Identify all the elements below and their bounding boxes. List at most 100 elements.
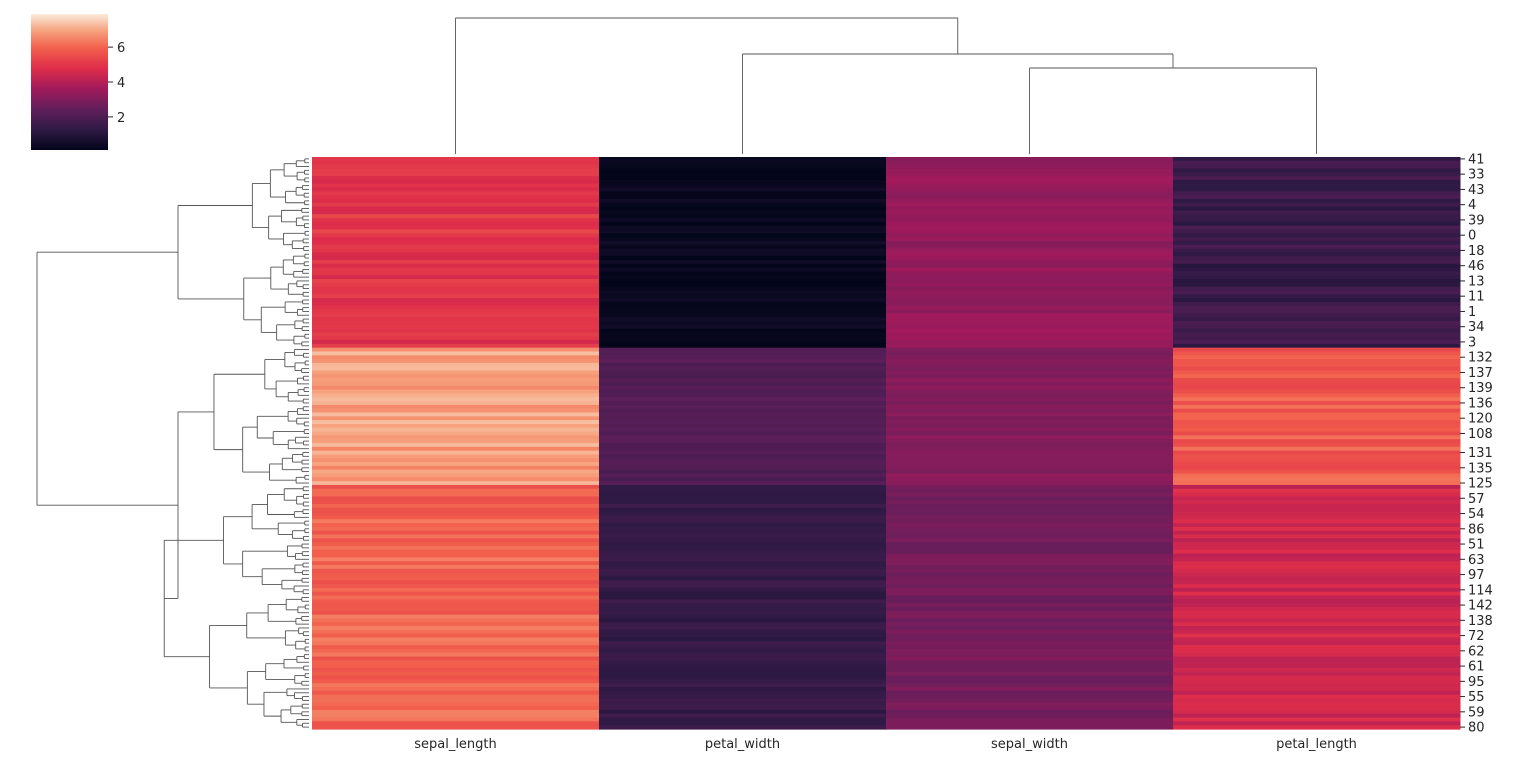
heatmap-cell (1173, 393, 1461, 398)
heatmap-cell (599, 423, 887, 429)
heatmap-cell (886, 427, 1174, 433)
heatmap-cell (599, 176, 887, 181)
row-tick-label: 97 (1468, 568, 1485, 583)
heatmap-cell (312, 698, 600, 703)
heatmap-cell (1173, 305, 1461, 311)
heatmap-cell (599, 587, 887, 593)
heatmap-cell (886, 160, 1174, 166)
heatmap-cell (599, 709, 887, 715)
heatmap-cell (886, 374, 1174, 379)
heatmap-cell (312, 664, 600, 669)
heatmap-cell (1173, 309, 1461, 314)
row-tick-label: 39 (1468, 213, 1485, 228)
heatmap-cell (599, 667, 887, 673)
heatmap-cell (886, 496, 1174, 501)
heatmap-cell (599, 549, 887, 555)
heatmap-cell (886, 542, 1174, 547)
heatmap-cell (886, 320, 1174, 326)
heatmap-cell (1173, 488, 1461, 494)
row-tick-labels: 4133434390184613111343132137139136120108… (1460, 152, 1493, 736)
heatmap-cell (886, 191, 1174, 196)
heatmap-cell (599, 439, 887, 444)
heatmap-cell (1173, 370, 1461, 375)
heatmap-cells (312, 157, 1461, 730)
row-tick-label: 114 (1468, 583, 1493, 598)
heatmap-cell (312, 614, 600, 620)
heatmap-cell (886, 603, 1174, 608)
heatmap-cell (599, 183, 887, 189)
heatmap-cell (1173, 481, 1461, 486)
heatmap-cell (599, 660, 887, 665)
heatmap-cell (1173, 450, 1461, 456)
heatmap-cell (312, 168, 600, 173)
heatmap-cell (1173, 401, 1461, 406)
heatmap-cell (886, 477, 1174, 482)
colorbar-tick-label: 4 (117, 76, 125, 91)
heatmap-cell (599, 233, 887, 238)
heatmap-cell (886, 721, 1174, 726)
heatmap-cell (1173, 496, 1461, 501)
heatmap-cell (1173, 381, 1461, 387)
heatmap-cell (1173, 157, 1461, 162)
heatmap-cell (1173, 412, 1461, 417)
heatmap-cell (599, 263, 887, 269)
heatmap-cell (1173, 252, 1461, 257)
heatmap-cell (1173, 256, 1461, 261)
heatmap-cell (599, 614, 887, 620)
heatmap-cell (1173, 225, 1461, 231)
heatmap-cell (599, 328, 887, 334)
heatmap-cell (312, 702, 600, 707)
heatmap-cell (1173, 664, 1461, 669)
heatmap-cell (886, 465, 1174, 471)
heatmap-cell (886, 324, 1174, 330)
heatmap-cell (886, 492, 1174, 497)
heatmap-cell (599, 469, 887, 475)
heatmap-cell (599, 252, 887, 257)
heatmap-cell (312, 717, 600, 722)
heatmap-cell (312, 404, 600, 410)
heatmap-cell (312, 336, 600, 341)
row-tick-label: 33 (1468, 168, 1485, 183)
heatmap-cell (1173, 282, 1461, 288)
heatmap-cell (886, 263, 1174, 269)
heatmap-cell (1173, 435, 1461, 440)
heatmap-cell (886, 584, 1174, 589)
column-label-sepal-width: sepal_width (991, 737, 1068, 752)
heatmap-cell (1173, 313, 1461, 318)
heatmap-cell (1173, 183, 1461, 189)
heatmap-cell (886, 683, 1174, 688)
heatmap-cell (599, 488, 887, 494)
heatmap-cell (1173, 687, 1461, 692)
heatmap-cell (886, 305, 1174, 311)
heatmap-cell (312, 420, 600, 425)
heatmap-cell (312, 496, 600, 501)
heatmap-cell (1173, 675, 1461, 681)
heatmap-cell (312, 523, 600, 528)
heatmap-cell (312, 454, 600, 459)
heatmap-cell (1173, 290, 1461, 295)
heatmap-cell (599, 679, 887, 684)
heatmap-cell (886, 362, 1174, 368)
heatmap-cell (599, 427, 887, 433)
heatmap-cell (1173, 614, 1461, 620)
heatmap-cell (312, 206, 600, 211)
heatmap-cell (599, 504, 887, 509)
heatmap-cell (312, 645, 600, 650)
heatmap-cell (886, 446, 1174, 452)
heatmap-cell (312, 408, 600, 414)
heatmap-cell (312, 202, 600, 208)
row-tick-label: 125 (1468, 477, 1493, 492)
heatmap-cell (312, 324, 600, 330)
heatmap-cell (312, 458, 600, 463)
heatmap-cell (886, 534, 1174, 539)
heatmap-cell (886, 218, 1174, 223)
heatmap-cell (599, 374, 887, 379)
heatmap-cell (886, 641, 1174, 646)
heatmap-cell (599, 542, 887, 547)
heatmap-cell (599, 618, 887, 623)
heatmap-cell (1173, 176, 1461, 181)
heatmap-cell (599, 580, 887, 585)
heatmap-cell (1173, 324, 1461, 330)
heatmap-cell (886, 221, 1174, 227)
heatmap-cell (886, 179, 1174, 185)
